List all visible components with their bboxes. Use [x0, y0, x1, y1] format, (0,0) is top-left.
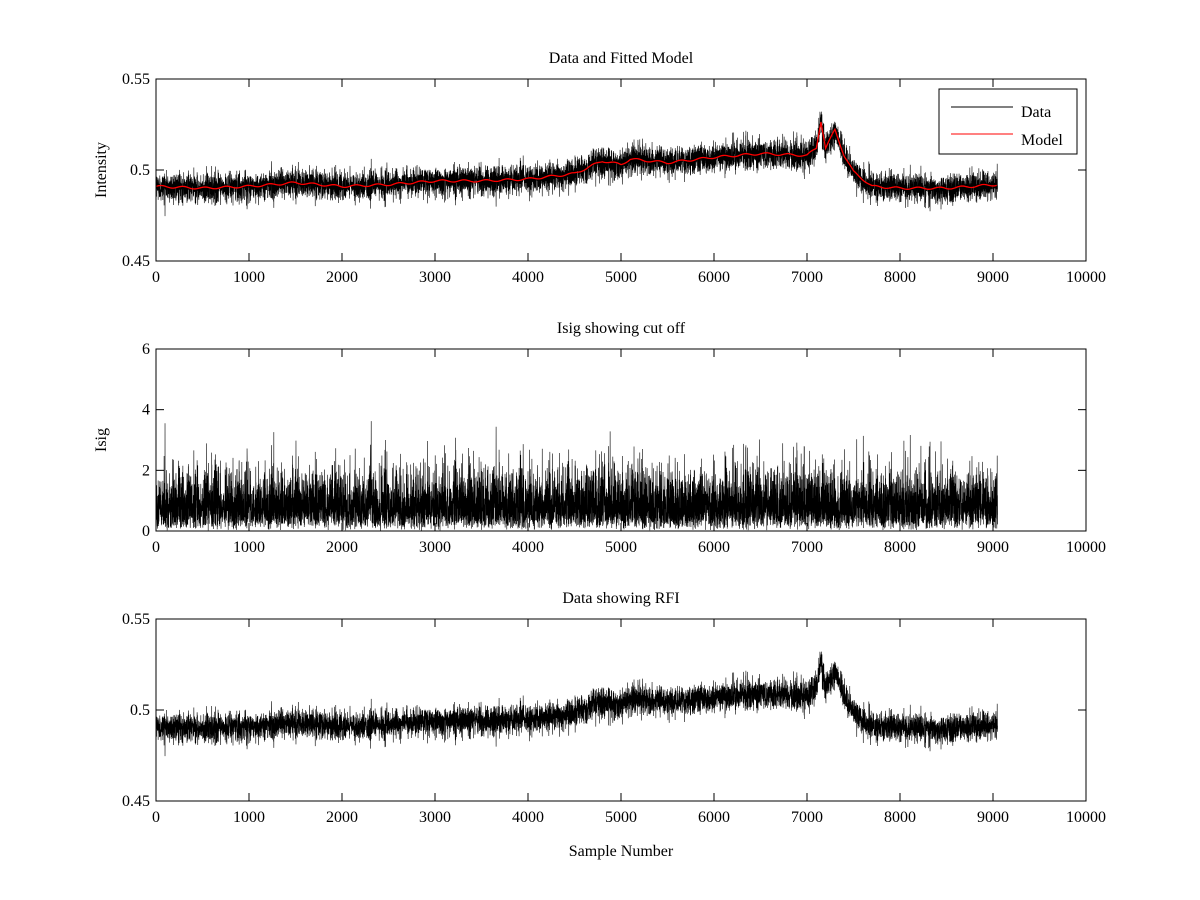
chart-title: Isig showing cut off [557, 320, 686, 337]
x-tick-label: 1000 [233, 269, 265, 286]
x-tick-label: 6000 [698, 269, 730, 286]
data-series-line [155, 111, 998, 217]
y-tick-label: 0.55 [122, 611, 150, 628]
y-tick-label: 6 [142, 341, 150, 358]
y-tick-label: 2 [142, 462, 150, 479]
x-tick-label: 4000 [512, 539, 544, 556]
x-tick-label: 3000 [419, 269, 451, 286]
x-tick-label: 4000 [512, 269, 544, 286]
y-tick-label: 0.45 [122, 793, 150, 810]
x-tick-label: 7000 [791, 539, 823, 556]
y-tick-label: 0.5 [130, 162, 150, 179]
model-series-line [155, 121, 997, 190]
legend-label-model: Model [1021, 132, 1063, 149]
x-tick-label: 4000 [512, 809, 544, 826]
y-tick-label: 0.5 [130, 702, 150, 719]
legend-box [938, 88, 1078, 155]
x-tick-label: 6000 [698, 809, 730, 826]
x-tick-label: 8000 [884, 809, 916, 826]
x-tick-label: 5000 [605, 269, 637, 286]
x-tick-label: 3000 [419, 809, 451, 826]
legend: Data Model [938, 88, 1078, 155]
x-tick-label: 0 [152, 269, 160, 286]
chart-title: Data and Fitted Model [549, 50, 694, 67]
x-tick-label: 2000 [326, 809, 358, 826]
x-tick-label: 8000 [884, 269, 916, 286]
y-tick-label: 0.55 [122, 71, 150, 88]
x-tick-label: 10000 [1066, 539, 1106, 556]
x-tick-label: 6000 [698, 539, 730, 556]
subplot-1: 0 1000 2000 3000 4000 5000 6000 7000 8000 9000 100… [93, 50, 1106, 286]
x-tick-label: 3000 [419, 539, 451, 556]
x-tick-label: 5000 [605, 539, 637, 556]
x-tick-label: 8000 [884, 539, 916, 556]
y-tick-label: 4 [142, 402, 150, 419]
x-axis-label: Sample Number [569, 843, 674, 860]
data-series-line [155, 651, 998, 757]
y-axis-label: Intensity [93, 142, 110, 198]
x-tick-label: 10000 [1066, 809, 1106, 826]
x-tick-label: 1000 [233, 539, 265, 556]
subplot-3: 0 1000 2000 3000 4000 5000 6000 7000 8000 9000 100… [122, 590, 1106, 860]
chart-title: Data showing RFI [562, 590, 679, 607]
x-tick-label: 10000 [1066, 269, 1106, 286]
y-axis-label: Isig [93, 428, 110, 452]
x-tick-label: 9000 [977, 539, 1009, 556]
y-tick-label: 0.45 [122, 253, 150, 270]
x-tick-label: 9000 [977, 809, 1009, 826]
x-tick-label: 7000 [791, 269, 823, 286]
x-tick-label: 7000 [791, 809, 823, 826]
x-tick-label: 0 [152, 809, 160, 826]
x-tick-label: 2000 [326, 269, 358, 286]
y-tick-label: 0 [142, 523, 150, 540]
subplot-2: 0 1000 2000 3000 4000 5000 6000 7000 8000 9000 100… [93, 320, 1106, 556]
x-tick-label: 9000 [977, 269, 1009, 286]
isig-series-line [155, 421, 998, 531]
x-tick-label: 5000 [605, 809, 637, 826]
x-tick-label: 0 [152, 539, 160, 556]
legend-label-data: Data [1021, 104, 1051, 121]
x-tick-label: 1000 [233, 809, 265, 826]
x-tick-label: 2000 [326, 539, 358, 556]
